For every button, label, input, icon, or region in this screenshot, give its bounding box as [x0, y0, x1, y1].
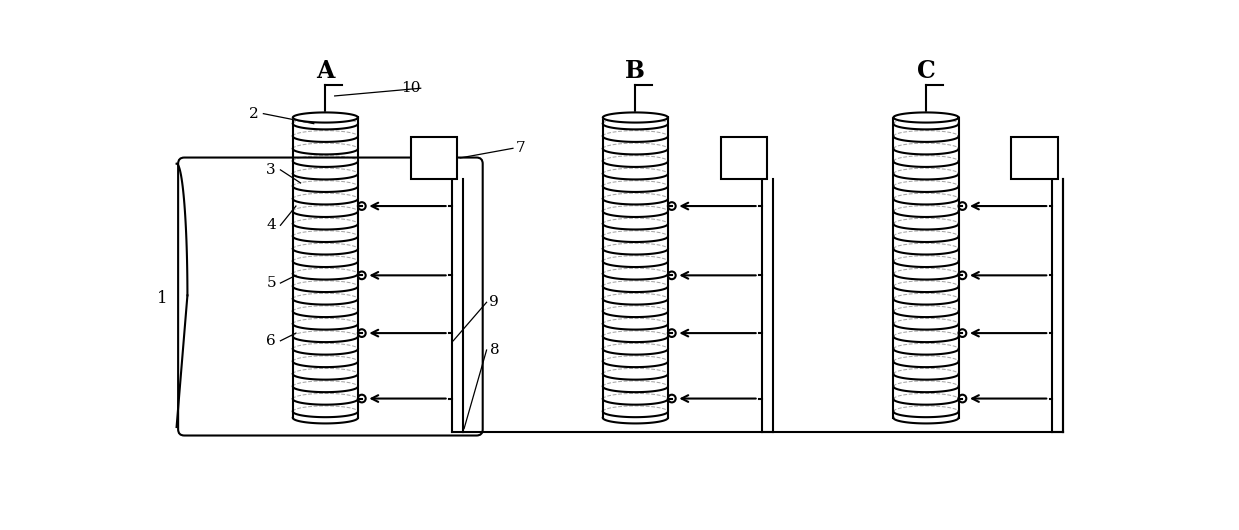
- Text: 3: 3: [266, 163, 276, 177]
- Text: 5: 5: [266, 276, 276, 290]
- Text: 9: 9: [489, 295, 499, 310]
- Polygon shape: [603, 112, 668, 122]
- Text: 7: 7: [515, 142, 525, 155]
- Text: B: B: [626, 59, 646, 83]
- Text: 8: 8: [489, 343, 499, 357]
- Text: 4: 4: [266, 218, 276, 232]
- Bar: [721, 137, 767, 179]
- Text: C: C: [917, 59, 935, 83]
- Text: 2: 2: [249, 107, 259, 121]
- Text: 10: 10: [401, 81, 420, 95]
- Text: A: A: [316, 59, 335, 83]
- Polygon shape: [893, 112, 959, 122]
- Text: 6: 6: [266, 334, 276, 348]
- Bar: [1011, 137, 1058, 179]
- Text: 1: 1: [157, 290, 169, 307]
- Polygon shape: [292, 112, 358, 122]
- Bar: [410, 137, 457, 179]
